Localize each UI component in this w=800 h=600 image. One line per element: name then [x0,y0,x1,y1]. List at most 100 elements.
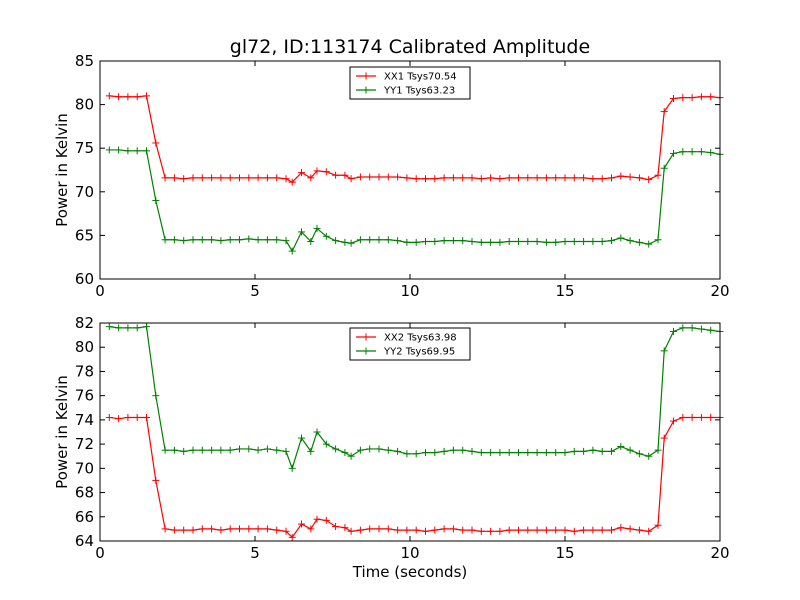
series-line [109,416,720,539]
y-tick-label: 80 [75,338,94,356]
data-point [431,449,439,457]
data-point [366,236,374,244]
data-point [598,526,606,534]
data-point [152,476,160,484]
data-point [580,526,588,534]
data-point [105,413,113,421]
y-tick-label: 85 [75,52,94,70]
data-point [635,238,643,246]
series-1 [105,92,724,186]
data-point [105,323,113,331]
data-point [217,526,225,534]
data-point [394,526,402,534]
data-point [273,236,281,244]
data-point [403,526,411,534]
data-point [589,175,597,183]
data-point [589,526,597,534]
data-point [412,175,420,183]
data-point [645,452,653,460]
data-point [307,525,315,533]
data-point [487,238,495,246]
data-point [375,445,383,453]
data-point [570,174,578,182]
y-axis-label: Power in Kelvin [53,113,71,227]
data-point [524,526,532,534]
data-point [608,526,615,534]
data-point [198,525,206,533]
y-tick-label: 78 [75,362,94,380]
data-point [161,446,169,454]
data-point [697,413,705,421]
data-point [366,173,374,181]
legend-box [349,66,471,100]
data-point [288,247,296,255]
data-point [245,235,253,243]
legend-label: YY1 Tsys63.23 [383,86,455,97]
data-point [124,324,132,332]
x-tick-label: 20 [710,544,729,562]
data-point [670,327,677,335]
data-point [236,236,243,244]
data-point [189,446,197,454]
data-point [332,237,340,245]
data-point [375,236,383,244]
data-point [273,174,281,182]
data-point [679,94,687,102]
data-point [598,447,606,455]
data-point [347,175,355,183]
y-tick-label: 72 [75,435,94,453]
y-axis-label: Power in Kelvin [53,375,71,489]
data-point [524,449,532,457]
data-point [654,521,662,529]
data-point [533,238,541,246]
y-tick-label: 70 [75,459,94,477]
data-point [697,148,705,156]
data-point [440,447,448,455]
series-line [109,95,720,183]
data-point [282,527,290,535]
data-point [133,324,141,332]
data-point [626,173,634,181]
legend: XX1 Tsys70.54 YY1 Tsys63.23 [349,66,471,100]
data-point [180,175,188,183]
data-point [282,447,290,455]
data-point [670,149,677,157]
data-point [356,173,364,181]
data-point [449,174,457,182]
data-point [307,447,315,455]
data-point [422,449,429,457]
legend-item: XX2 Tsys63.98 [356,333,457,344]
data-point [654,236,662,244]
data-point [496,175,504,183]
data-point [288,464,296,472]
data-point [236,445,243,453]
y-tick-label: 68 [75,484,94,502]
data-point [170,174,178,182]
data-point [105,146,113,154]
data-point [313,167,321,175]
data-point [542,449,550,457]
data-point [412,238,420,246]
data-point [115,415,123,423]
data-point [561,526,569,534]
data-point [384,525,392,533]
data-point [496,449,504,457]
data-point [697,93,705,101]
data-point [152,392,160,400]
data-point [459,526,467,534]
data-point [341,238,349,246]
data-point [477,449,485,457]
data-point [288,178,296,186]
data-point [688,324,696,332]
data-point [208,236,216,244]
data-point [589,238,597,246]
y-tick-label: 76 [75,387,94,405]
data-point [412,450,420,458]
data-point [431,526,439,534]
y-tick-label: 60 [75,270,94,288]
data-point [670,94,677,102]
data-point [307,174,315,182]
x-tick-label: 5 [250,282,260,300]
data-point [505,238,513,246]
data-point [133,413,141,421]
